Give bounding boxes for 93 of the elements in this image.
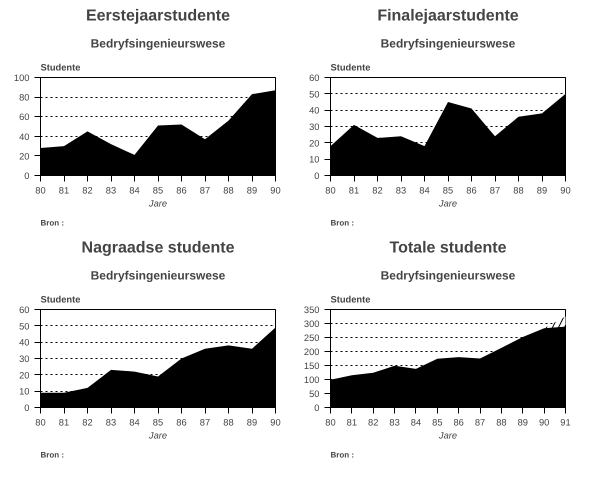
x-tick-label: 83 [106, 186, 116, 196]
chart-title: Finalejaarstudente [377, 8, 519, 24]
chart-subtitle: Bedryfsingenieurswese [90, 268, 226, 282]
x-tick-label: 89 [246, 418, 258, 428]
x-tick-label: 86 [453, 418, 464, 428]
x-tick-label: 84 [410, 418, 422, 428]
x-tick-label: 89 [536, 186, 548, 196]
x-tick-label: 81 [58, 186, 70, 196]
y-tick-label: 100 [14, 73, 30, 83]
x-tick-label: 86 [466, 186, 477, 196]
x-tick-label: 87 [200, 418, 210, 428]
y-tick-label: 20 [19, 151, 30, 162]
y-tick-label: 50 [309, 389, 320, 399]
x-tick-label: 90 [560, 186, 571, 196]
y-axis-title: Studente [40, 294, 80, 304]
x-tick-label: 91 [560, 418, 571, 428]
y-tick-label: 0 [314, 171, 320, 181]
y-tick-label: 40 [19, 338, 30, 348]
y-tick-label: 30 [309, 122, 320, 132]
x-tick-label: 82 [82, 186, 93, 196]
y-axis-title: Studente [40, 62, 80, 72]
text: Bron : [40, 450, 64, 460]
chart-subtitle: Bedryfsingenieurswese [380, 268, 516, 282]
y-tick-label: 80 [19, 92, 30, 103]
y-tick-label: 200 [304, 347, 320, 357]
x-tick-label: 83 [106, 418, 116, 428]
x-tick-label: 84 [129, 186, 140, 196]
x-tick-label: 87 [490, 186, 500, 196]
y-tick-label: 10 [19, 386, 30, 397]
chart-title: Eerstejaarstudente [86, 8, 230, 24]
x-tick-label: 84 [129, 418, 140, 428]
y-tick-label: 0 [24, 403, 30, 413]
x-tick-label: 82 [372, 186, 383, 196]
x-tick-label: 88 [496, 418, 507, 428]
chart-title: Totale studente [389, 240, 507, 256]
y-tick-label: 30 [19, 354, 30, 364]
x-tick-label: 81 [346, 418, 358, 428]
x-tick-label: 82 [368, 418, 378, 428]
y-tick-label: 300 [304, 319, 320, 329]
y-tick-label: 40 [309, 106, 320, 116]
x-tick-label: 90 [270, 418, 281, 428]
x-tick-label: 80 [325, 186, 336, 196]
x-axis-title: Jare [148, 198, 168, 208]
y-tick-label: 20 [19, 370, 30, 380]
x-tick-label: 85 [432, 418, 443, 428]
x-tick-label: 88 [513, 186, 524, 196]
x-tick-label: 80 [35, 186, 46, 196]
x-tick-label: 84 [419, 186, 430, 196]
y-tick-label: 50 [309, 89, 320, 100]
y-tick-label: 0 [314, 403, 320, 413]
x-tick-label: 80 [325, 418, 336, 428]
y-tick-label: 10 [309, 154, 320, 165]
x-axis-title: Jare [438, 198, 458, 208]
y-tick-label: 100 [304, 375, 320, 385]
x-tick-label: 88 [223, 418, 234, 428]
x-tick-label: 83 [389, 418, 400, 428]
x-tick-label: 81 [58, 418, 70, 428]
x-tick-label: 87 [200, 186, 210, 196]
x-tick-label: 85 [442, 186, 454, 196]
y-axis-title: Studente [330, 62, 370, 72]
x-tick-label: 85 [152, 418, 164, 428]
x-tick-label: 89 [518, 418, 528, 428]
y-tick-label: 60 [19, 305, 30, 315]
x-tick-label: 86 [176, 186, 187, 196]
x-tick-label: 81 [348, 186, 360, 196]
x-tick-label: 90 [270, 186, 281, 196]
y-tick-label: 0 [24, 171, 30, 181]
chart-subtitle: Bedryfsingenieurswese [90, 36, 226, 50]
x-tick-label: 90 [538, 418, 550, 428]
chart-title: Nagraadse studente [82, 240, 235, 256]
x-tick-label: 86 [176, 418, 187, 428]
y-axis-title: Studente [330, 294, 370, 304]
x-axis-title: Jare [148, 430, 168, 440]
y-tick-label: 350 [304, 305, 320, 315]
chart-subtitle: Bedryfsingenieurswese [380, 36, 516, 50]
y-tick-label: 50 [19, 321, 30, 332]
y-tick-label: 60 [309, 73, 320, 83]
text: Bron : [330, 450, 354, 460]
text: Bron : [330, 218, 354, 228]
x-axis-title: Jare [438, 430, 458, 440]
x-tick-label: 88 [223, 186, 234, 196]
text: Bron : [40, 218, 64, 228]
x-tick-label: 82 [82, 418, 93, 428]
y-tick-label: 40 [19, 132, 30, 142]
y-tick-label: 60 [19, 112, 30, 122]
x-tick-label: 87 [474, 418, 486, 428]
y-tick-label: 250 [304, 333, 320, 343]
x-tick-label: 83 [396, 186, 406, 196]
y-tick-label: 20 [309, 138, 320, 148]
y-tick-label: 150 [304, 361, 320, 371]
x-tick-label: 89 [246, 186, 258, 196]
x-tick-label: 80 [35, 418, 46, 428]
x-tick-label: 85 [152, 186, 164, 196]
